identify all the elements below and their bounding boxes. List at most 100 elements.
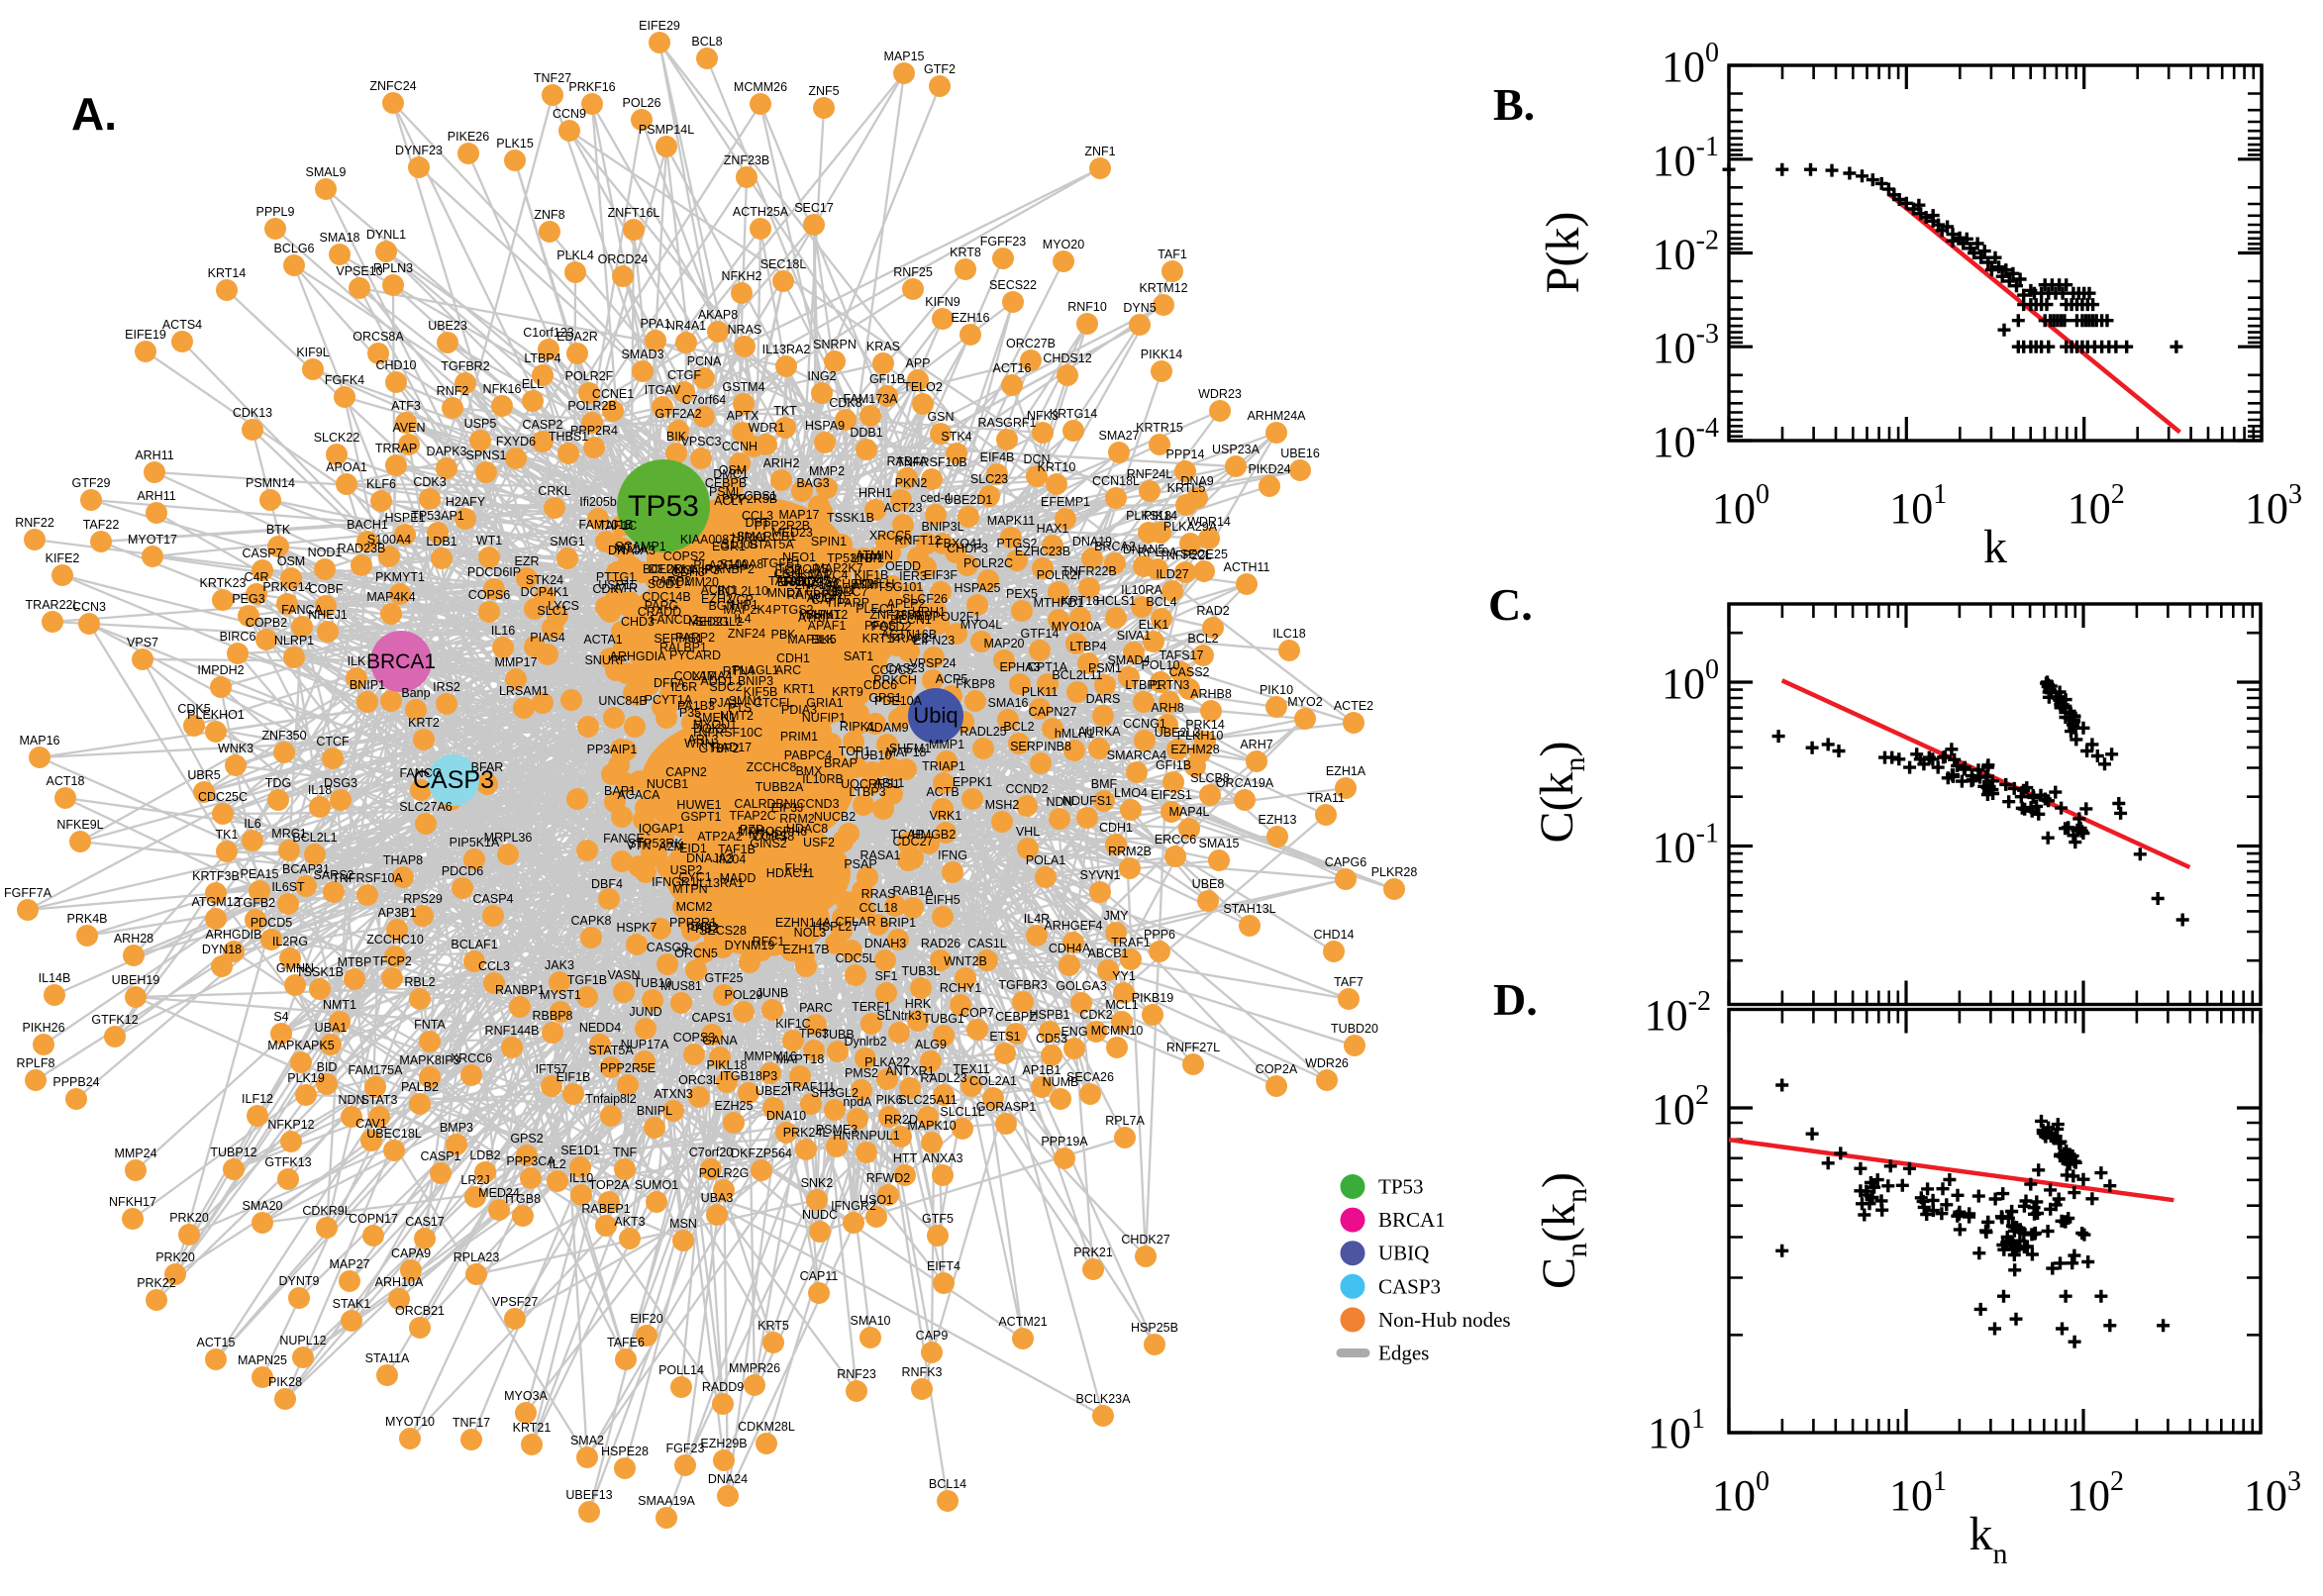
- svg-text:Ifi205b: Ifi205b: [579, 495, 617, 509]
- svg-text:ARHM24A: ARHM24A: [1247, 409, 1306, 423]
- svg-text:A.: A.: [71, 88, 117, 140]
- svg-text:PSMN14: PSMN14: [246, 476, 295, 490]
- svg-text:GSTM4: GSTM4: [722, 380, 764, 394]
- svg-text:ACLY: ACLY: [714, 494, 746, 508]
- svg-text:BIRC7: BIRC7: [832, 585, 868, 599]
- svg-text:DKFZP564: DKFZP564: [731, 1147, 792, 1160]
- svg-text:SMARCB1: SMARCB1: [737, 530, 796, 544]
- svg-text:ARIH2: ARIH2: [763, 456, 800, 470]
- svg-text:ATP2A2: ATP2A2: [697, 830, 743, 844]
- svg-text:BACH1: BACH1: [347, 518, 388, 532]
- svg-text:FANCD2: FANCD2: [650, 613, 698, 627]
- svg-text:NFKH17: NFKH17: [109, 1195, 156, 1209]
- svg-text:UBEC18L: UBEC18L: [366, 1127, 422, 1141]
- svg-text:ZNF23B: ZNF23B: [724, 153, 770, 167]
- svg-text:RASGRF1: RASGRF1: [977, 416, 1036, 430]
- svg-text:LTBR: LTBR: [851, 551, 881, 565]
- svg-text:DCD: DCD: [690, 920, 717, 934]
- svg-text:Ubiq: Ubiq: [913, 703, 958, 728]
- svg-text:DMC1: DMC1: [713, 467, 748, 481]
- svg-text:CASP1: CASP1: [421, 1149, 461, 1163]
- svg-text:STAH13L: STAH13L: [1223, 902, 1275, 916]
- svg-text:MCMM26: MCMM26: [734, 80, 787, 94]
- svg-text:KRT1: KRT1: [783, 682, 815, 696]
- svg-text:ATXN3: ATXN3: [654, 1087, 692, 1101]
- svg-text:POU2F1: POU2F1: [933, 610, 981, 624]
- svg-text:BCL2: BCL2: [1003, 720, 1034, 734]
- svg-text:COX17: COX17: [674, 669, 715, 683]
- svg-text:HUWE1: HUWE1: [676, 798, 721, 812]
- svg-text:PLEC1: PLEC1: [856, 602, 895, 616]
- svg-text:FANCA: FANCA: [281, 603, 323, 617]
- svg-text:RNF23: RNF23: [837, 1367, 876, 1381]
- svg-text:KRT18: KRT18: [1061, 594, 1100, 608]
- svg-text:CCN3: CCN3: [72, 600, 106, 614]
- svg-text:ARH8: ARH8: [1151, 701, 1183, 715]
- svg-text:MYOT10: MYOT10: [385, 1415, 435, 1429]
- svg-text:PRKCH: PRKCH: [873, 673, 917, 687]
- svg-text:BIRC6: BIRC6: [220, 630, 256, 644]
- svg-text:USO1: USO1: [859, 1193, 893, 1207]
- svg-text:POLR2G: POLR2G: [699, 1166, 750, 1180]
- svg-text:POLA1: POLA1: [1026, 853, 1065, 867]
- svg-text:POLL14: POLL14: [658, 1363, 704, 1377]
- svg-text:EGR1: EGR1: [712, 540, 746, 553]
- svg-text:MCMN10: MCMN10: [1091, 1024, 1144, 1038]
- svg-text:TGFBR2: TGFBR2: [441, 359, 489, 373]
- svg-text:TAF1B: TAF1B: [718, 843, 756, 856]
- svg-text:ARH11: ARH11: [137, 489, 175, 503]
- svg-text:TAFE6: TAFE6: [607, 1336, 645, 1349]
- svg-text:NUP17A: NUP17A: [621, 1038, 669, 1051]
- svg-text:Tnfaip8l2: Tnfaip8l2: [585, 1092, 636, 1106]
- svg-text:MED23: MED23: [771, 526, 813, 540]
- svg-text:NUPL12: NUPL12: [279, 1334, 326, 1347]
- svg-text:CHDF3: CHDF3: [947, 542, 988, 555]
- svg-text:TP53: TP53: [628, 490, 699, 523]
- svg-text:SARS2: SARS2: [314, 868, 354, 882]
- svg-text:EZR: EZR: [515, 554, 540, 568]
- svg-text:TUBB2A: TUBB2A: [756, 780, 804, 794]
- svg-text:ARH11: ARH11: [135, 449, 173, 462]
- svg-text:BCL14: BCL14: [929, 1477, 966, 1491]
- svg-text:KRTK23: KRTK23: [199, 576, 246, 590]
- svg-text:EZH25: EZH25: [715, 1099, 754, 1113]
- svg-text:CCL3: CCL3: [478, 959, 510, 973]
- svg-text:UBE8: UBE8: [1192, 877, 1225, 891]
- svg-text:TRIAP1: TRIAP1: [922, 759, 965, 773]
- svg-text:RNF10: RNF10: [1067, 300, 1107, 314]
- svg-text:XRCC5: XRCC5: [869, 529, 911, 543]
- svg-text:NMT2: NMT2: [720, 709, 754, 723]
- svg-text:GFI1B: GFI1B: [1156, 758, 1191, 772]
- svg-text:CASP3: CASP3: [1378, 1274, 1441, 1298]
- svg-text:PARC: PARC: [799, 1001, 833, 1015]
- svg-text:BCL2L11: BCL2L11: [1052, 668, 1102, 682]
- svg-text:RNF144B: RNF144B: [485, 1024, 540, 1038]
- svg-text:PDCD5: PDCD5: [251, 916, 292, 930]
- svg-text:RABEP1: RABEP1: [581, 1202, 630, 1216]
- svg-text:SLNtrk3: SLNtrk3: [876, 1009, 921, 1023]
- svg-text:WNT2B: WNT2B: [944, 954, 987, 968]
- svg-text:POLR2I: POLR2I: [1037, 568, 1080, 582]
- svg-text:RNFT12: RNFT12: [894, 534, 941, 548]
- svg-text:POL10: POL10: [1142, 658, 1180, 672]
- svg-text:RAB4A: RAB4A: [887, 454, 929, 468]
- svg-text:MAPK8IP3: MAPK8IP3: [399, 1053, 459, 1067]
- svg-text:RR2D: RR2D: [884, 1113, 918, 1127]
- svg-text:AP3B1: AP3B1: [378, 906, 417, 920]
- svg-text:PDCD6IP: PDCD6IP: [467, 565, 521, 579]
- svg-text:IMPDH2: IMPDH2: [197, 663, 244, 677]
- svg-text:D.: D.: [1493, 974, 1538, 1025]
- svg-text:KIF1B: KIF1B: [855, 568, 889, 582]
- svg-text:CASP3: CASP3: [413, 766, 494, 794]
- svg-text:CCL3: CCL3: [742, 509, 773, 523]
- svg-text:TSSK1B: TSSK1B: [827, 511, 874, 525]
- svg-text:ZNF350: ZNF350: [261, 729, 306, 743]
- svg-text:POLR2B: POLR2B: [567, 399, 616, 413]
- svg-text:TUBP12: TUBP12: [210, 1146, 256, 1159]
- svg-text:VPS7: VPS7: [127, 636, 158, 649]
- svg-text:LIG4: LIG4: [774, 565, 801, 579]
- svg-text:PRK20: PRK20: [169, 1211, 209, 1225]
- svg-text:TAF1: TAF1: [1158, 248, 1187, 261]
- svg-text:CASP4: CASP4: [473, 892, 514, 906]
- svg-text:TNFR22B: TNFR22B: [1061, 564, 1117, 578]
